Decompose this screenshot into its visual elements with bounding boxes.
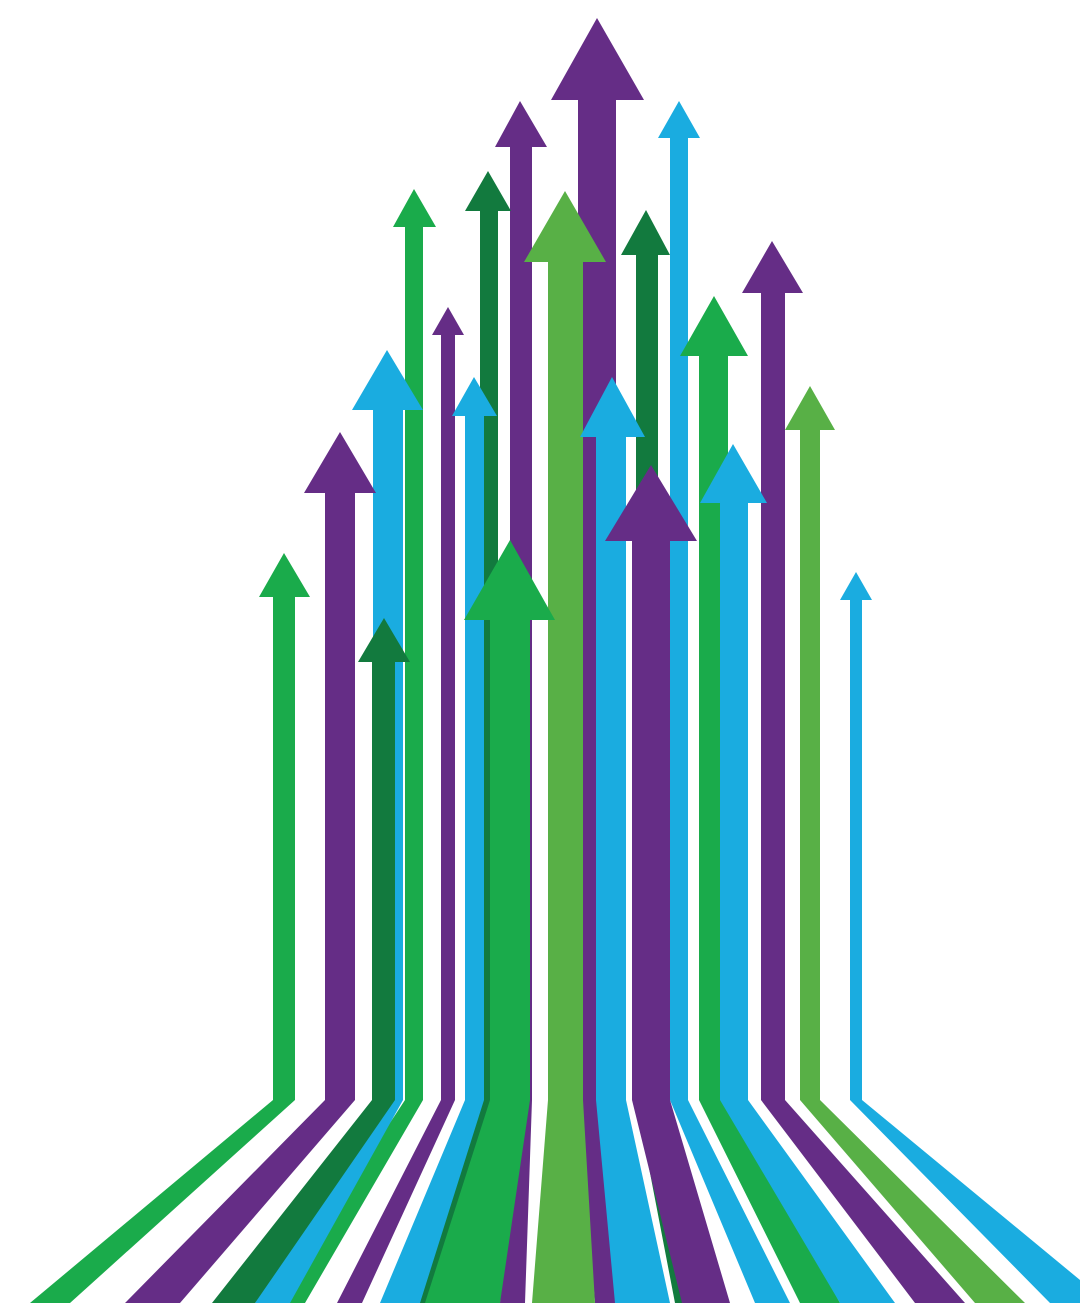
arrow: [425, 540, 555, 1303]
arrow: [605, 465, 730, 1303]
arrow: [785, 386, 1025, 1303]
arrow: [580, 377, 670, 1303]
arrow: [658, 101, 790, 1303]
arrow: [524, 191, 606, 1303]
arrow: [337, 307, 464, 1303]
arrow: [30, 553, 310, 1303]
arrow: [212, 618, 410, 1303]
arrow: [380, 377, 497, 1303]
arrow: [742, 241, 965, 1303]
arrow: [125, 432, 376, 1303]
arrow: [840, 572, 1080, 1303]
arrow: [415, 171, 511, 1303]
arrow: [272, 189, 436, 1303]
arrow: [700, 444, 895, 1303]
